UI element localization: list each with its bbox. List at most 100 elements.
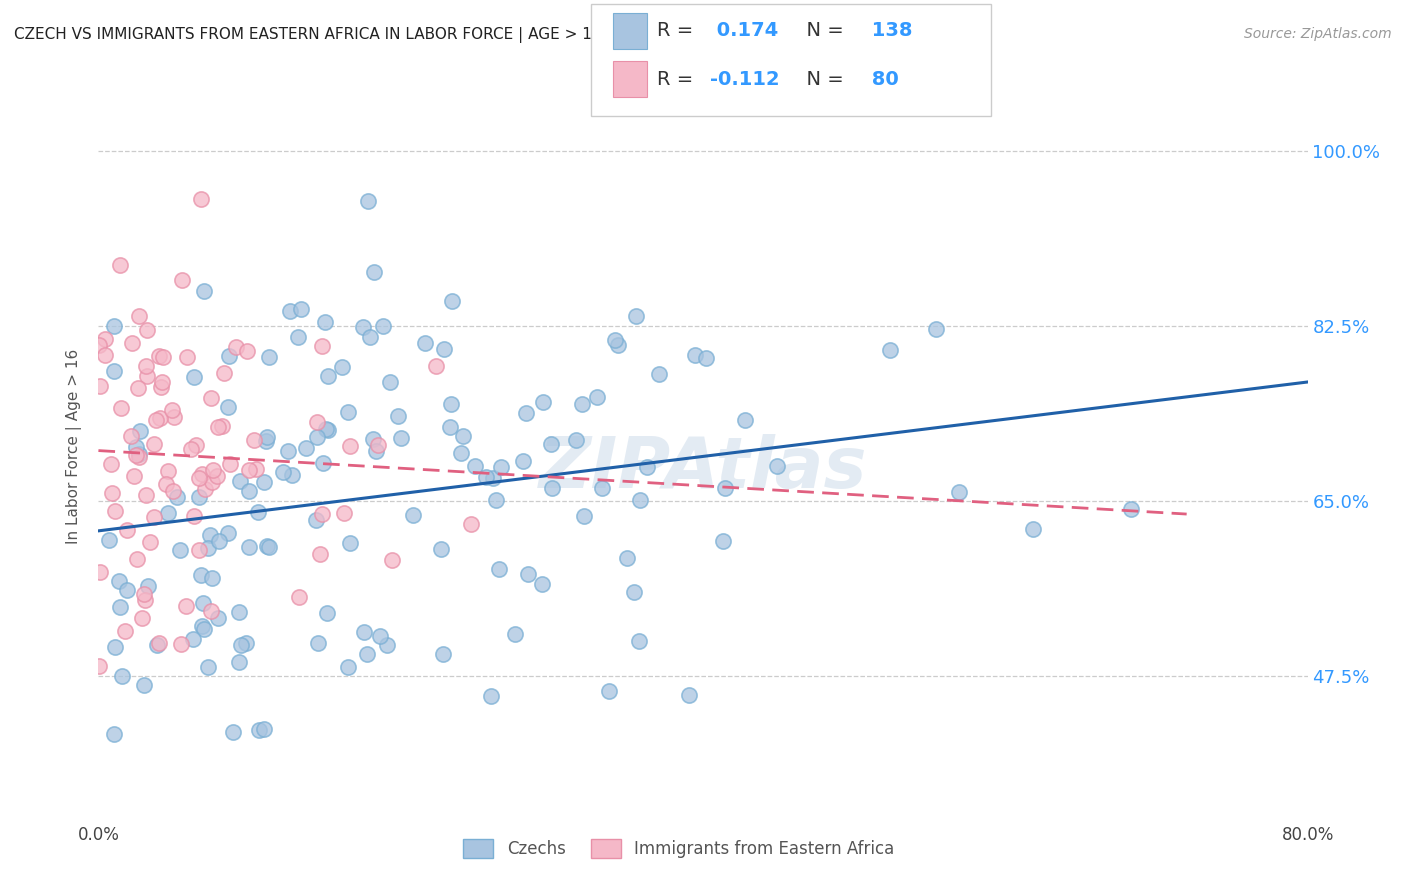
Point — [135, 359, 157, 373]
Point — [440, 293, 463, 308]
Point — [169, 543, 191, 558]
Point — [149, 380, 172, 394]
Point — [281, 468, 304, 483]
Text: ZIPAtlas: ZIPAtlas — [538, 434, 868, 503]
Point — [389, 431, 412, 445]
Point — [243, 434, 266, 448]
Point — [603, 333, 626, 347]
Point — [879, 343, 901, 357]
Point — [228, 605, 250, 619]
Point — [217, 526, 239, 541]
Point — [200, 391, 222, 405]
Point — [373, 319, 395, 334]
Point — [100, 486, 122, 500]
Point — [125, 448, 148, 462]
Point — [197, 541, 219, 555]
Text: 138: 138 — [865, 21, 912, 40]
Point — [339, 440, 361, 454]
Point — [440, 396, 463, 410]
Point — [238, 483, 260, 498]
Point — [183, 508, 205, 523]
Point — [366, 444, 388, 458]
Point — [290, 301, 312, 316]
Point — [127, 552, 149, 566]
Point — [309, 547, 332, 561]
Point — [155, 477, 177, 491]
Point — [312, 456, 335, 470]
Point — [259, 350, 281, 364]
Point — [152, 350, 174, 364]
Point — [450, 446, 472, 460]
Point — [636, 459, 658, 474]
Point — [135, 323, 157, 337]
Point — [197, 660, 219, 674]
Point — [648, 367, 671, 381]
Point — [616, 551, 638, 566]
Point — [132, 587, 155, 601]
Point — [238, 463, 260, 477]
Point — [170, 273, 193, 287]
Point — [288, 590, 311, 604]
Point — [254, 434, 277, 449]
Point — [626, 309, 648, 323]
Point — [194, 482, 217, 496]
Point — [359, 330, 381, 344]
Point — [134, 593, 156, 607]
Point — [256, 539, 278, 553]
Legend: Czechs, Immigrants from Eastern Africa: Czechs, Immigrants from Eastern Africa — [457, 832, 901, 864]
Point — [238, 540, 260, 554]
Point — [180, 442, 202, 456]
Point — [766, 458, 789, 473]
Point — [207, 419, 229, 434]
Point — [531, 395, 554, 409]
Point — [128, 309, 150, 323]
Text: N =: N = — [794, 70, 851, 88]
Point — [368, 629, 391, 643]
Point — [247, 723, 270, 738]
Point — [295, 441, 318, 455]
Point — [482, 470, 505, 484]
Point — [135, 488, 157, 502]
Point — [142, 510, 165, 524]
Point — [190, 567, 212, 582]
Point — [433, 342, 456, 356]
Point — [124, 469, 146, 483]
Point — [247, 505, 270, 519]
Point — [222, 725, 245, 739]
Point — [228, 656, 250, 670]
Point — [336, 660, 359, 674]
Point — [174, 599, 197, 613]
Point — [332, 506, 354, 520]
Point — [678, 688, 700, 702]
Point — [353, 624, 375, 639]
Point — [94, 348, 117, 362]
Point — [541, 481, 564, 495]
Point — [143, 437, 166, 451]
Point — [107, 574, 129, 588]
Point — [1021, 522, 1043, 536]
Point — [157, 464, 180, 478]
Point — [111, 669, 134, 683]
Point — [489, 460, 512, 475]
Point — [103, 363, 125, 377]
Point — [380, 553, 402, 567]
Point — [540, 436, 562, 450]
Point — [104, 504, 127, 518]
Point — [311, 339, 333, 353]
Point — [512, 454, 534, 468]
Point — [188, 471, 211, 485]
Point — [305, 513, 328, 527]
Point — [201, 571, 224, 585]
Point — [683, 347, 706, 361]
Point — [127, 381, 149, 395]
Point — [413, 335, 436, 350]
Point — [229, 638, 252, 652]
Point — [108, 600, 131, 615]
Point — [948, 485, 970, 500]
Point — [531, 576, 554, 591]
Text: 80: 80 — [865, 70, 898, 88]
Point — [89, 379, 111, 393]
Point — [318, 368, 340, 383]
Point — [198, 528, 221, 542]
Point — [318, 423, 340, 437]
